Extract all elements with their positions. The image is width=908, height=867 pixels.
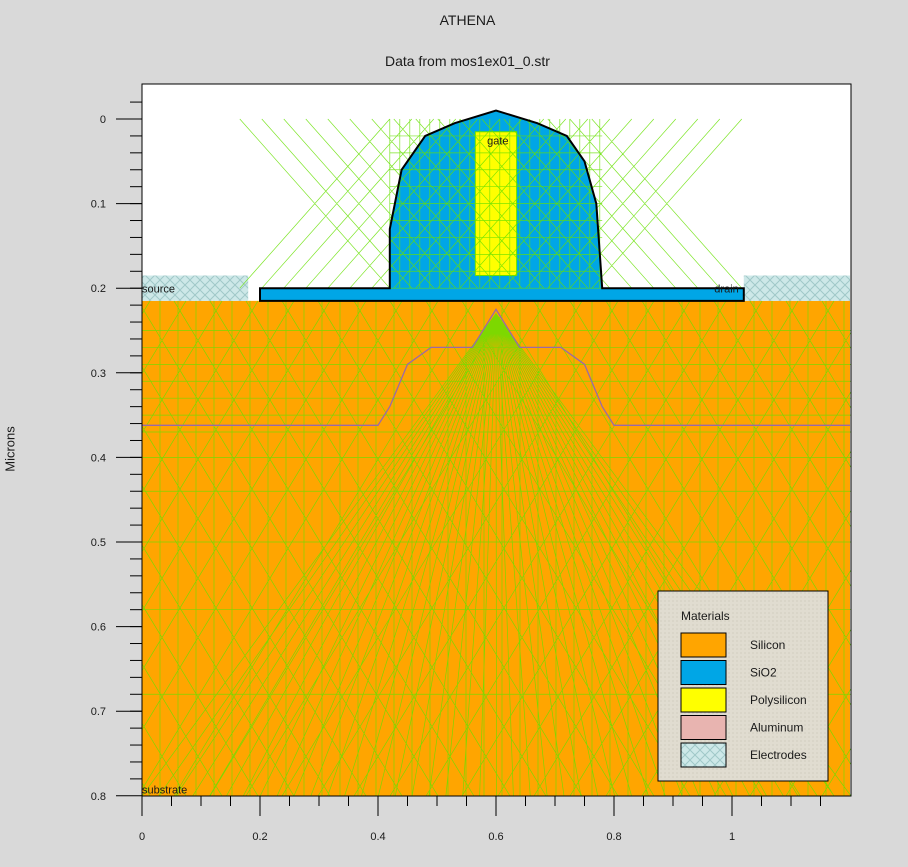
legend-title: Materials: [681, 609, 730, 623]
region-electrodes: [743, 275, 850, 301]
y-tick-label: 0: [100, 114, 106, 126]
x-tick-label: 0.4: [370, 831, 385, 843]
chart-subtitle: Data from mos1ex01_0.str: [385, 53, 550, 69]
x-tick-label: 0: [139, 831, 145, 843]
region-electrodes: [142, 275, 249, 301]
legend: Materials Silicon SiO2 Polysilicon Aluminum E…: [657, 590, 829, 782]
outline-sio2: [259, 109, 745, 302]
y-tick-label: 0.8: [91, 791, 106, 803]
legend-swatch: [680, 715, 727, 740]
legend-item-label: SiO2: [750, 666, 777, 680]
legend-item-label: Electrodes: [750, 748, 807, 762]
label-drain: drain: [714, 283, 738, 295]
outline-polysilicon: [474, 131, 518, 276]
y-tick-label: 0.2: [91, 283, 106, 295]
legend-item-label: Silicon: [750, 638, 785, 652]
legend-swatch: [680, 660, 727, 685]
chart-title: ATHENA: [439, 12, 496, 28]
label-substrate: substrate: [142, 784, 187, 796]
label-source: source: [142, 283, 175, 295]
junction-line: [142, 308, 850, 426]
y-tick-label: 0.4: [91, 452, 106, 464]
mesh-grid: [142, 118, 851, 796]
x-tick-label: 0.8: [606, 831, 621, 843]
x-tick-label: 0.6: [488, 831, 503, 843]
legend-swatch: [680, 742, 727, 768]
legend-swatch: [680, 687, 727, 713]
x-tick-label: 0.2: [252, 831, 267, 843]
x-tick-label: 1: [729, 831, 735, 843]
y-tick-label: 0.6: [91, 622, 106, 634]
y-tick-label: 0.5: [91, 537, 106, 549]
y-tick-label: 0.1: [91, 199, 106, 211]
legend-swatch: [680, 632, 727, 658]
label-gate: gate: [487, 135, 508, 147]
y-tick-label: 0.3: [91, 368, 106, 380]
y-tick-label: 0.7: [91, 706, 106, 718]
legend-item-label: Polysilicon: [750, 693, 807, 707]
legend-item-label: Aluminum: [750, 721, 803, 735]
